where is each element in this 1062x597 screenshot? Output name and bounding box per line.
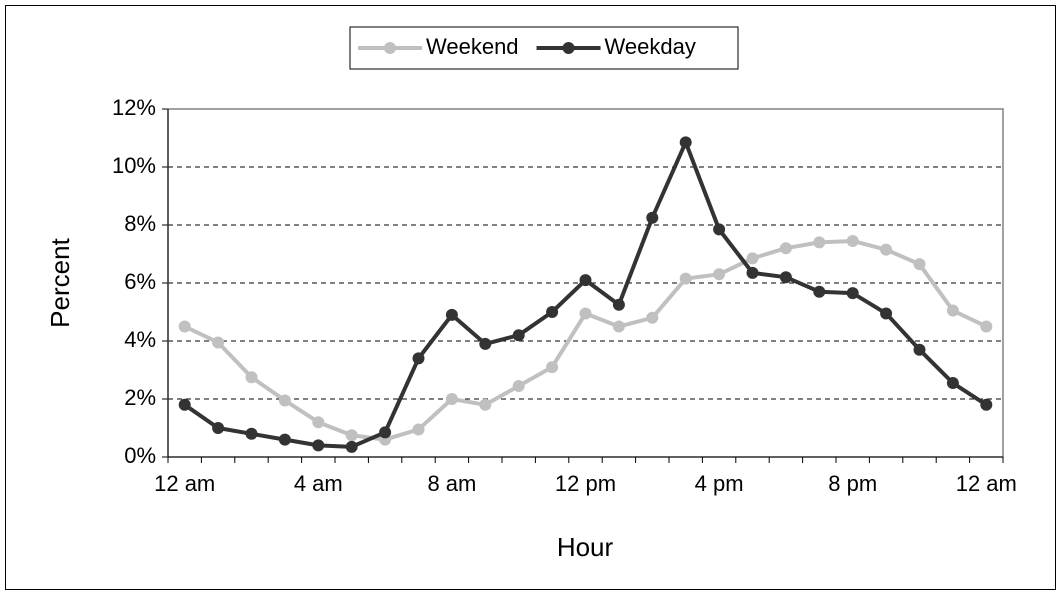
data-point	[679, 272, 692, 285]
y-tick-label: 4%	[124, 327, 156, 352]
x-tick-label: 8 am	[427, 471, 476, 496]
data-point	[245, 427, 258, 440]
y-tick-label: 10%	[112, 153, 156, 178]
data-point	[612, 298, 625, 311]
data-point	[546, 306, 559, 318]
data-point	[412, 352, 425, 365]
data-point	[880, 243, 893, 256]
data-point	[746, 252, 759, 265]
legend-label: Weekend	[426, 34, 519, 59]
x-tick-label: 12 am	[956, 471, 1017, 496]
data-point	[646, 311, 659, 324]
x-tick-label: 4 pm	[695, 471, 744, 496]
data-point	[546, 361, 559, 374]
chart-frame	[5, 5, 1056, 590]
data-point	[913, 258, 926, 271]
legend-label: Weekday	[605, 34, 696, 59]
x-tick-label: 12 pm	[555, 471, 616, 496]
data-point	[846, 287, 859, 300]
data-point	[512, 329, 525, 342]
data-point	[479, 398, 492, 411]
data-point	[445, 393, 458, 405]
data-point	[713, 223, 726, 236]
data-point	[813, 236, 826, 249]
data-point	[212, 336, 225, 349]
data-point	[345, 440, 358, 453]
data-point	[980, 398, 993, 411]
data-point	[679, 136, 692, 149]
x-tick-label: 12 am	[154, 471, 215, 496]
data-point	[980, 320, 993, 333]
legend-marker	[562, 42, 575, 54]
data-point	[579, 274, 592, 287]
y-tick-label: 0%	[124, 443, 156, 468]
data-point	[379, 426, 392, 439]
data-point	[278, 394, 291, 407]
x-axis-label: Hour	[557, 532, 614, 562]
data-point	[178, 398, 191, 411]
y-axis-label: Percent	[45, 237, 75, 327]
data-point	[178, 320, 191, 333]
data-point	[846, 234, 859, 247]
data-point	[946, 377, 959, 390]
data-point	[779, 242, 792, 255]
data-point	[779, 271, 792, 284]
data-point	[512, 379, 525, 392]
data-point	[245, 371, 258, 384]
data-point	[880, 307, 893, 320]
y-tick-label: 12%	[112, 95, 156, 120]
data-point	[212, 422, 225, 434]
data-point	[646, 211, 659, 224]
legend-marker	[384, 42, 396, 54]
data-point	[612, 320, 625, 333]
data-point	[913, 343, 926, 356]
y-tick-label: 8%	[124, 211, 156, 236]
data-point	[345, 429, 358, 442]
data-point	[713, 268, 726, 281]
data-point	[312, 439, 325, 452]
data-point	[445, 308, 458, 321]
y-tick-label: 2%	[124, 385, 156, 410]
data-point	[746, 266, 759, 279]
data-point	[412, 423, 425, 436]
data-point	[312, 416, 325, 429]
data-point	[946, 304, 959, 317]
data-point	[813, 285, 826, 298]
x-tick-label: 4 am	[294, 471, 343, 496]
y-tick-label: 6%	[124, 269, 156, 294]
x-tick-label: 8 pm	[828, 471, 877, 496]
data-point	[278, 433, 291, 446]
data-point	[479, 337, 492, 350]
data-point	[579, 307, 592, 320]
